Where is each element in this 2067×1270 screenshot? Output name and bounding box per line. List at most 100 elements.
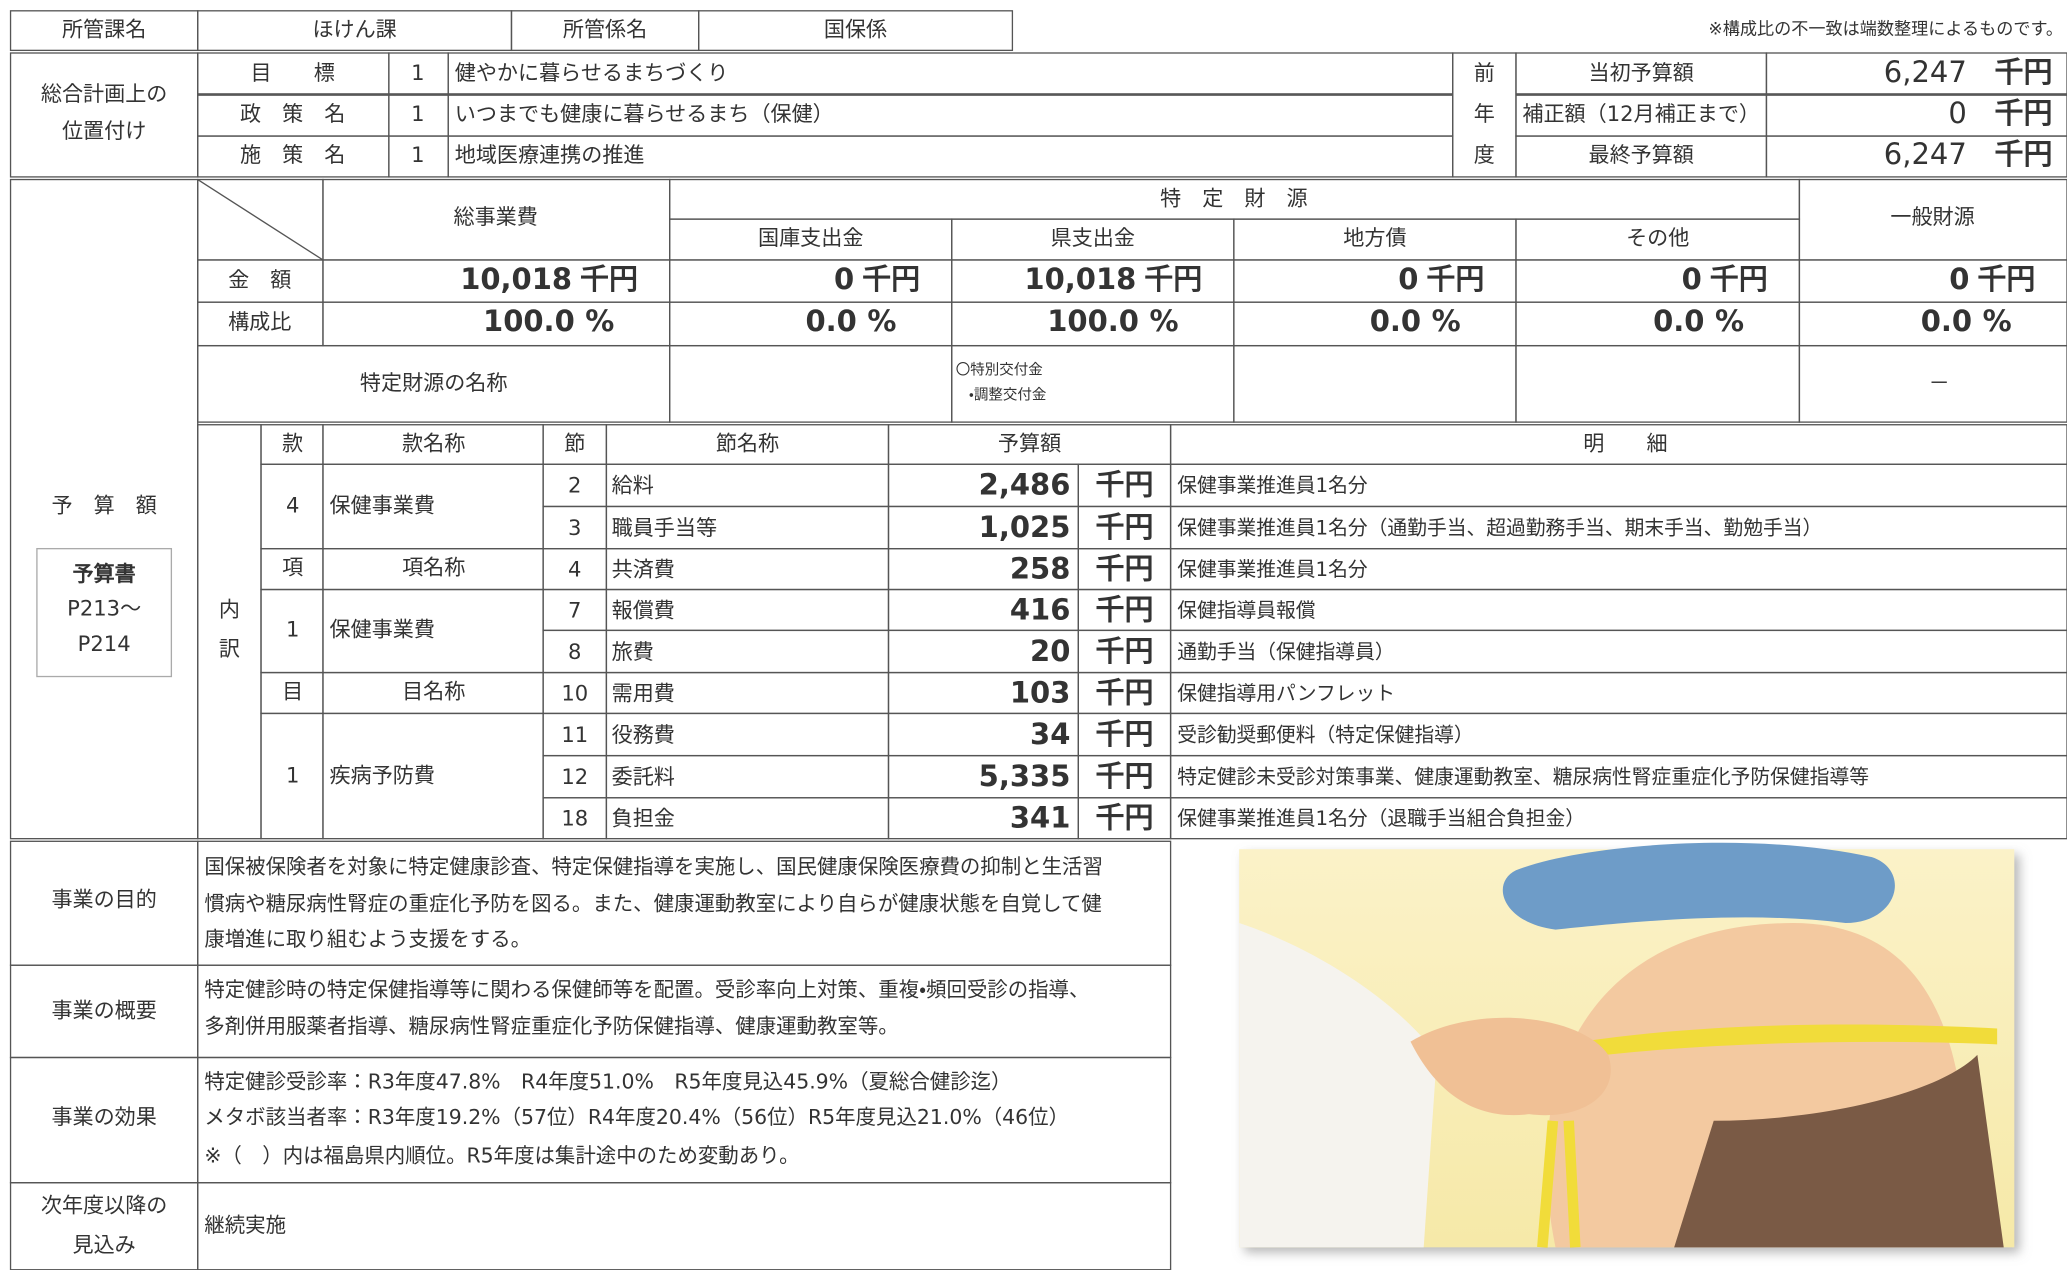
unit: 千円 [1095, 551, 1153, 585]
text: 総事業費 [454, 204, 538, 229]
text: ※（ ）内は福島県内順位。R5年度は集計途中のため変動あり。 [204, 1143, 799, 1167]
text: 総合計画上の [41, 81, 167, 106]
cell-border [1765, 135, 2067, 178]
unit: % [867, 304, 896, 338]
text: その他 [1626, 225, 1689, 250]
text: 通勤手当（保健指導員） [1177, 640, 1394, 663]
ratio: 100.0 [483, 304, 575, 338]
cell-border [9, 52, 199, 178]
cell-border [197, 424, 262, 840]
text: 政 策 名 [240, 101, 345, 126]
amount: 0 [1682, 262, 1702, 296]
text: 保健事業推進員1名分（退職手当組合負担金） [1177, 807, 1585, 830]
text: 明 細 [1583, 431, 1667, 456]
text: ・調整交付金 [969, 387, 1047, 404]
amount: 416 [1010, 592, 1071, 626]
amount: 341 [1010, 801, 1071, 835]
cell-border [1765, 52, 2067, 95]
cell-border [698, 10, 1014, 52]
text: 18 [561, 806, 588, 831]
text: 保健事業費 [330, 492, 435, 517]
text: 8 [568, 639, 581, 664]
amount: 0 [1949, 262, 1969, 296]
text: 項名称 [402, 554, 465, 579]
text: 国庫支出金 [758, 225, 863, 250]
text: 役務費 [612, 722, 675, 747]
text: 内 [219, 597, 240, 622]
unit: % [1983, 304, 2012, 338]
unit: % [1715, 304, 1744, 338]
text: 需用費 [612, 680, 675, 705]
text: 補正額（12月補正まで） [1522, 101, 1760, 126]
text: － [1929, 370, 1950, 395]
unit: 千円 [862, 262, 920, 296]
text: 金 額 [228, 267, 291, 292]
text: 1 [411, 142, 424, 167]
cell-border [1233, 344, 1517, 423]
text: 事業の概要 [51, 997, 156, 1022]
unit: 千円 [580, 262, 638, 296]
amount: 5,335 [979, 759, 1071, 793]
text: 所管係名 [563, 17, 647, 42]
amount: 20 [1030, 634, 1070, 668]
unit: 千円 [1144, 262, 1202, 296]
cell-border [1798, 344, 2067, 423]
text: 事業の目的 [51, 887, 156, 912]
text: 職員手当等 [612, 515, 717, 540]
unit: % [1432, 304, 1461, 338]
cell-border [197, 1182, 1172, 1270]
text: 慣病や糖尿病性腎症の重症化予防を図る。また、健康運動教室により自らが健康状態を自… [204, 892, 1102, 916]
unit: 千円 [1095, 759, 1153, 793]
text: 予算書 [73, 561, 136, 586]
unit: 千円 [1426, 262, 1484, 296]
text: 1 [411, 60, 424, 85]
text: 保健指導用パンフレット [1177, 682, 1395, 705]
text: 年 [1474, 101, 1495, 126]
text: 一般財源 [1890, 204, 1974, 229]
text: 健やかに暮らせるまちづくり [455, 60, 729, 85]
text: 国保被保険者を対象に特定健康診査、特定保健指導を実施し、国民健康保険医療費の抑制… [204, 855, 1103, 879]
ratio: 0.0 [1921, 304, 1972, 338]
text: 康増進に取り組むよう支援をする。 [204, 927, 531, 951]
text: 1 [286, 763, 299, 788]
text: 次年度以降の [41, 1192, 167, 1217]
unit: 千円 [1095, 592, 1153, 626]
text: 最終予算額 [1589, 142, 1694, 167]
text: 施 策 名 [240, 142, 345, 167]
text: 特定健診未受診対策事業、健康運動教室、糖尿病性腎症重症化予防保健指導等 [1177, 766, 1869, 789]
ratio: 0.0 [1653, 304, 1704, 338]
text: 4 [286, 492, 299, 517]
amount: 258 [1010, 551, 1071, 585]
text: 10 [561, 680, 588, 705]
text: 地方債 [1343, 225, 1406, 250]
text: 受診勧奨郵便料（特定保健指導） [1177, 723, 1473, 746]
amount: 0 [1398, 262, 1418, 296]
text: 訳 [219, 636, 240, 661]
text: 報償費 [612, 597, 675, 622]
text: 3 [568, 515, 581, 540]
diagonal [197, 178, 324, 261]
amount: 0 [834, 262, 854, 296]
cell-border [1515, 344, 1801, 423]
amount: 34 [1030, 717, 1070, 751]
unit: 千円 [1095, 634, 1153, 668]
text: 特定健診受診率：R3年度47.8% R4年度51.0% R5年度見込45.9%（… [204, 1070, 1011, 1094]
note: ※構成比の不一致は端数整理によるものです。 [1708, 19, 2063, 39]
text: 地域医療連携の推進 [455, 142, 645, 167]
text: P213～ [67, 595, 141, 620]
text: 1 [286, 616, 299, 641]
text: 給料 [612, 473, 654, 498]
text: 保健事業推進員1名分 [1177, 558, 1368, 581]
text: 節 [564, 431, 585, 456]
text: 款 [282, 431, 303, 456]
text: 目 標 [250, 60, 334, 85]
unit: 千円 [1994, 96, 2052, 130]
text: 〇特別交付金 [956, 362, 1043, 379]
unit: % [585, 304, 614, 338]
text: 12 [561, 764, 588, 789]
unit: 千円 [1977, 262, 2035, 296]
unit: 千円 [1095, 675, 1153, 709]
amount: 10,018 [1024, 262, 1136, 296]
text: 保健指導員報償 [1177, 599, 1316, 622]
